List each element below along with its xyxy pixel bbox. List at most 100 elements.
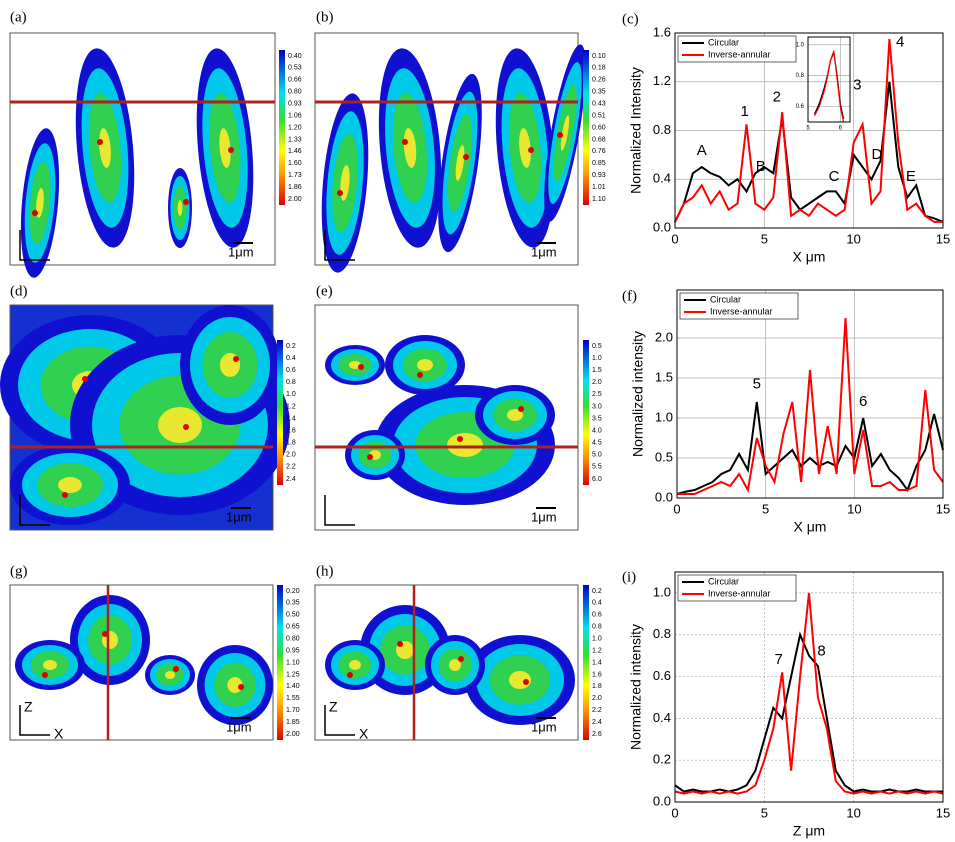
axis-arrow [324, 230, 355, 261]
y-tick-label: 2.0 [655, 329, 673, 344]
colorbar-label: 2.2 [286, 464, 296, 471]
y-tick-label: 1.5 [655, 369, 673, 384]
plot-frame [676, 289, 944, 499]
intensity-region [447, 433, 483, 457]
colorbar-label: 0.20 [286, 588, 300, 595]
colorbar-label: 2.00 [286, 731, 300, 738]
hotspot [62, 492, 68, 498]
colorbar [277, 585, 283, 740]
annotation: 3 [853, 76, 861, 93]
panel-label: (i) [622, 569, 636, 585]
colorbar-label: 3.5 [592, 415, 602, 422]
y-tick-label: 1.0 [653, 584, 671, 599]
scale-label: 1μm [226, 509, 252, 524]
y-tick-label: 0.0 [655, 489, 673, 504]
colorbar-label: 2.4 [592, 719, 602, 726]
intensity-region [165, 671, 175, 679]
colorbar [279, 50, 285, 205]
colorbar-label: 0.40 [288, 53, 302, 60]
colorbar-label: 1.33 [288, 136, 302, 143]
intensity-region [58, 477, 82, 493]
data-line [676, 401, 944, 495]
panel-label: (f) [622, 288, 637, 304]
colorbar-label: 1.06 [288, 112, 302, 119]
legend-label: Inverse-annular [708, 49, 771, 59]
axis-arrow [19, 230, 50, 261]
legend-label: Circular [708, 576, 739, 586]
y-tick-label: 0.5 [655, 449, 673, 464]
plot-frame [807, 36, 851, 123]
data-line [813, 50, 845, 123]
colorbar-label: 0.93 [592, 172, 606, 179]
colorbar-label: 1.46 [288, 148, 302, 155]
intensity-region [417, 359, 433, 371]
hotspot [457, 436, 463, 442]
heatmap-image [314, 304, 579, 531]
colorbar [277, 340, 283, 485]
colorbar-label: 0.76 [592, 148, 606, 155]
colorbar-label: 0.53 [288, 65, 302, 72]
colorbar-label: 0.60 [592, 124, 606, 131]
hotspot [523, 679, 529, 685]
hotspot [518, 406, 524, 412]
hotspot [42, 672, 48, 678]
colorbar-label: 1.85 [286, 719, 300, 726]
heatmap-image [314, 32, 586, 273]
axis-arrow [324, 495, 355, 526]
y-axis-label: Normalized intensity [630, 331, 646, 457]
colorbar-label: 3.0 [592, 403, 602, 410]
axis-arrow [19, 705, 50, 736]
y-tick-label: 0.8 [796, 73, 805, 79]
panel-label: (b) [316, 9, 334, 25]
colorbar-label: 0.4 [592, 600, 602, 607]
colorbar-label: 1.6 [592, 671, 602, 678]
x-axis-label: X μm [793, 249, 826, 265]
colorbar-label: 6.0 [592, 476, 602, 483]
colorbar-label: 1.40 [286, 683, 300, 690]
legend-label: Circular [710, 294, 741, 304]
colorbar-label: 0.8 [592, 624, 602, 631]
hotspot [463, 154, 469, 160]
colorbar-label: 2.0 [286, 452, 296, 459]
intensity-region [219, 128, 231, 168]
intensity-region [519, 128, 531, 168]
data-line [674, 631, 943, 793]
colorbar-label: 0.10 [592, 53, 606, 60]
hotspot [397, 641, 403, 647]
hotspot [233, 356, 239, 362]
colorbar-label: 0.80 [288, 89, 302, 96]
annotation: B [756, 158, 766, 175]
colorbar-label: 0.4 [286, 355, 296, 362]
heatmap-image [9, 32, 276, 278]
y-tick-label: 0.8 [653, 122, 671, 137]
colorbar-label: 1.4 [286, 415, 296, 422]
hotspot [557, 132, 563, 138]
axis-letter: Z [329, 699, 338, 715]
annotation: 6 [859, 393, 867, 410]
y-axis-label: Normalized Intensity [628, 67, 644, 194]
legend-box [679, 292, 799, 320]
colorbar-label: 1.60 [288, 160, 302, 167]
hotspot [102, 631, 108, 637]
colorbar-label: 0.80 [286, 635, 300, 642]
y-tick-label: 1.0 [655, 409, 673, 424]
colorbar [583, 340, 589, 485]
hotspot [97, 139, 103, 145]
colorbar-label: 1.5 [592, 367, 602, 374]
data-line [674, 81, 944, 223]
hotspot [347, 672, 353, 678]
hotspot [402, 139, 408, 145]
intensity-region [560, 115, 570, 151]
panel-label: (h) [316, 563, 334, 579]
x-tick-label: 10 [846, 231, 860, 246]
hotspot [173, 666, 179, 672]
intensity-region [177, 200, 183, 216]
colorbar-label: 0.43 [592, 100, 606, 107]
y-tick-label: 0.8 [653, 626, 671, 641]
annotation: 4 [896, 34, 904, 51]
colorbar-label: 0.66 [288, 77, 302, 84]
x-tick-label: 15 [936, 501, 950, 516]
data-line [677, 317, 944, 495]
y-tick-label: 0.4 [653, 171, 671, 186]
colorbar-label: 0.51 [592, 112, 606, 119]
